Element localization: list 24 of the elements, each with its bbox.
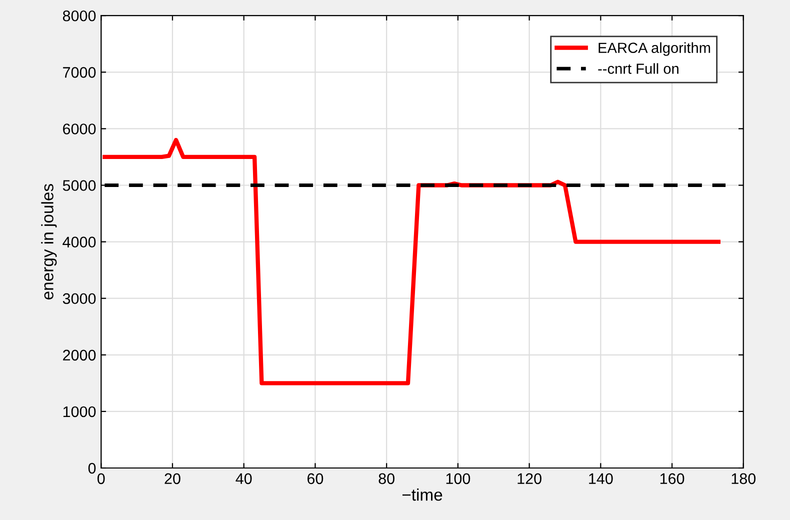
x-tick-label: 120 xyxy=(518,473,542,484)
x-tick-label: 180 xyxy=(732,473,756,484)
x-tick-label: 20 xyxy=(164,473,180,484)
y-tick-label: 6000 xyxy=(63,124,96,134)
y-tick-label: 1000 xyxy=(63,406,96,418)
y-tick-label: 7000 xyxy=(63,67,96,78)
y-tick-label: 0 xyxy=(88,462,96,474)
y-tick-label: 2000 xyxy=(63,350,96,361)
y-tick-label: 4000 xyxy=(62,236,96,248)
x-tick-label: 100 xyxy=(446,473,470,484)
legend-label: EARCA algorithm xyxy=(598,42,710,56)
y-tick-label: 8000 xyxy=(62,10,96,22)
x-tick-label: 60 xyxy=(307,473,324,484)
line-series xyxy=(102,138,720,386)
y-tick-label: 3000 xyxy=(62,293,96,304)
y-axis-title: energy in joules xyxy=(41,184,57,300)
x-tick-label: 80 xyxy=(378,473,394,484)
y-tick-label: 5000 xyxy=(62,180,96,191)
x-tick-label: 40 xyxy=(236,473,252,484)
x-tick-label: 160 xyxy=(660,473,684,484)
legend-label: --cnrt Full on xyxy=(598,63,678,74)
x-tick-label: 0 xyxy=(97,473,105,484)
x-tick-label: 140 xyxy=(589,473,613,484)
x-axis-title: −time xyxy=(402,488,442,501)
